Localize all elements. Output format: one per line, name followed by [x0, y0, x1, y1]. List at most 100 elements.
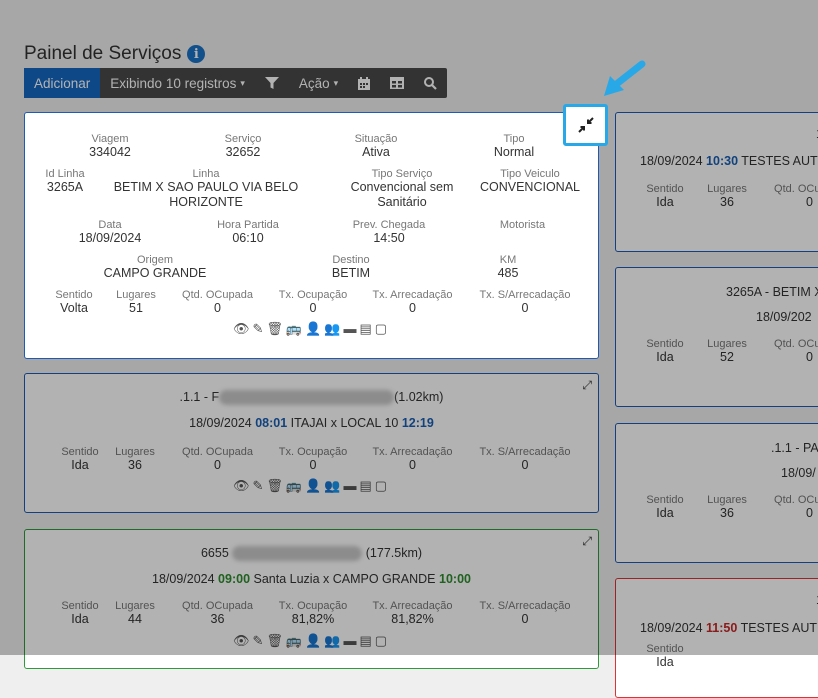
qtd-ocupada-label: Qtd. OCupada	[182, 600, 253, 612]
service-title: 1	[816, 127, 818, 142]
users-icon[interactable]: 👥	[324, 633, 344, 648]
expand-icon[interactable]: ⤢	[582, 534, 592, 548]
add-button[interactable]: Adicionar	[24, 68, 101, 98]
data-label: Data	[98, 219, 122, 231]
annotation-arrow-icon	[604, 60, 646, 96]
tx-ocupacao-value: 81,82%	[291, 612, 335, 626]
edit-icon[interactable]: ✎	[252, 321, 267, 336]
eye-icon[interactable]: 👁	[232, 321, 253, 336]
collapse-button[interactable]	[563, 104, 608, 146]
qtd-ocupada-value: 0	[806, 350, 813, 364]
lugares-value: 36	[720, 506, 734, 520]
trash-icon[interactable]: 🗑	[266, 478, 286, 493]
seat-icon[interactable]: ▬	[343, 321, 360, 336]
sentido-label: Sentido	[61, 446, 99, 458]
tx-arrecadacao-label: Tx. Arrecadação	[372, 600, 453, 612]
users-icon[interactable]: 👥	[324, 321, 344, 336]
tipo-veiculo-label: Tipo Veiculo	[500, 168, 560, 180]
sentido-label: Sentido	[646, 643, 684, 655]
sentido-value: Ida	[656, 655, 674, 669]
trash-icon[interactable]: 🗑	[266, 321, 286, 336]
linha-label: Linha	[192, 168, 220, 180]
sentido-value: Ida	[656, 350, 674, 364]
service-card[interactable]: .1.1 - PA 18/09/ Sentido Ida Lugares 36 Qt…	[615, 423, 818, 563]
sentido-label: Sentido	[646, 183, 684, 195]
tx-arrecadacao-value: 0	[409, 301, 416, 315]
lugares-value: 36	[720, 195, 734, 209]
tx-ocupacao-label: Tx. Ocupação	[278, 600, 348, 612]
trash-icon[interactable]: 🗑	[266, 633, 286, 648]
users-icon[interactable]: 👥	[324, 478, 344, 493]
search-icon	[424, 76, 437, 90]
table-view-button[interactable]	[380, 68, 414, 98]
expand-icon[interactable]: ⤢	[582, 378, 592, 392]
tx-ocupacao-label: Tx. Ocupação	[278, 446, 348, 458]
qtd-ocupada-label: Qtd. OCupada	[182, 446, 253, 458]
seat-icon[interactable]: ▬	[343, 633, 360, 648]
document-icon[interactable]: ▢	[374, 478, 391, 493]
tx-arrecadacao-value: 0	[409, 458, 416, 472]
redacted-text	[232, 546, 363, 562]
sentido-label: Sentido	[55, 289, 93, 301]
edit-icon[interactable]: ✎	[252, 478, 267, 493]
tx-ocupacao-value: 0	[309, 458, 317, 472]
sentido-value: Ida	[71, 612, 89, 626]
add-user-icon[interactable]: 👤	[305, 321, 325, 336]
document-icon[interactable]: ▢	[374, 321, 391, 336]
action-dropdown[interactable]: Ação ▾	[289, 68, 348, 98]
compress-icon	[577, 117, 594, 133]
service-title: .1.1 - PA	[771, 441, 818, 455]
prev-chegada-label: Prev. Chegada	[352, 219, 426, 231]
lugares-value: 51	[129, 301, 143, 315]
hora-partida-label: Hora Partida	[217, 219, 279, 231]
bus-icon[interactable]: 🚌	[285, 633, 306, 648]
tx-arrecadacao-value: 81,82%	[391, 612, 434, 626]
service-schedule: 18/09/2024 11:50 TESTES AUT	[640, 621, 817, 635]
eye-icon[interactable]: 👁	[232, 633, 253, 648]
service-schedule: 18/09/2024 10:30 TESTES AUT	[640, 154, 818, 168]
file-icon[interactable]: ▤	[359, 321, 375, 336]
add-user-icon[interactable]: 👤	[305, 478, 325, 493]
add-user-icon[interactable]: 👤	[305, 633, 325, 648]
service-card[interactable]: 1 18/09/2024 10:30 TESTES AUT SentidoIda…	[615, 112, 818, 252]
toolbar: Adicionar Exibindo 10 registros ▾ Ação ▾	[24, 68, 448, 98]
bus-icon[interactable]: 🚌	[285, 321, 306, 336]
bus-icon[interactable]: 🚌	[285, 478, 306, 493]
service-card[interactable]: 3265A - BETIM X 18/09/202 Sentido Ida Lug…	[615, 267, 818, 407]
edit-icon[interactable]: ✎	[252, 633, 267, 648]
service-title: 6655 (177.5km)	[200, 546, 423, 562]
situacao-label: Situação	[354, 133, 398, 145]
tx-sarrecadacao-label: Tx. S/Arrecadação	[479, 446, 571, 458]
service-card[interactable]: ⤢ 6655 (177.5km) 18/09/2024 09:00 Santa …	[24, 529, 599, 669]
tipo-servico-value: Convencional sem Sanitário	[350, 180, 454, 209]
sentido-label: Sentido	[61, 600, 99, 612]
viagem-label: Viagem	[91, 133, 129, 145]
service-schedule: 18/09/202	[756, 310, 812, 324]
file-icon[interactable]: ▤	[359, 478, 375, 493]
tx-arrecadacao-label: Tx. Arrecadação	[372, 446, 453, 458]
filter-button[interactable]	[255, 68, 289, 98]
document-icon[interactable]: ▢	[374, 633, 391, 648]
lugares-label: Lugares	[707, 494, 747, 506]
lugares-label: Lugares	[115, 446, 155, 458]
calendar-button[interactable]	[348, 68, 380, 98]
info-icon[interactable]: i	[187, 45, 206, 63]
caret-down-icon: ▾	[240, 77, 245, 88]
service-card[interactable]: ⤢ .1.1 - F (1.02km) 18/09/2024 08:01 ITAJ…	[24, 373, 599, 513]
tx-arrecadacao-label: Tx. Arrecadação	[372, 289, 453, 301]
seat-icon[interactable]: ▬	[343, 478, 360, 493]
file-icon[interactable]: ▤	[359, 633, 375, 648]
eye-icon[interactable]: 👁	[232, 478, 253, 493]
table-icon	[390, 77, 405, 89]
tx-sarrecadacao-value: 0	[521, 301, 529, 315]
tipo-veiculo-value: CONVENCIONAL	[479, 180, 581, 194]
lugares-label: Lugares	[707, 338, 747, 350]
origem-label: Origem	[136, 254, 174, 266]
id-linha-value: 3265A	[46, 180, 84, 194]
calendar-icon	[358, 76, 371, 90]
search-button[interactable]	[414, 68, 447, 98]
filter-icon	[264, 76, 279, 89]
qtd-ocupada-value: 0	[214, 301, 221, 315]
display-records-dropdown[interactable]: Exibindo 10 registros ▾	[100, 68, 255, 98]
